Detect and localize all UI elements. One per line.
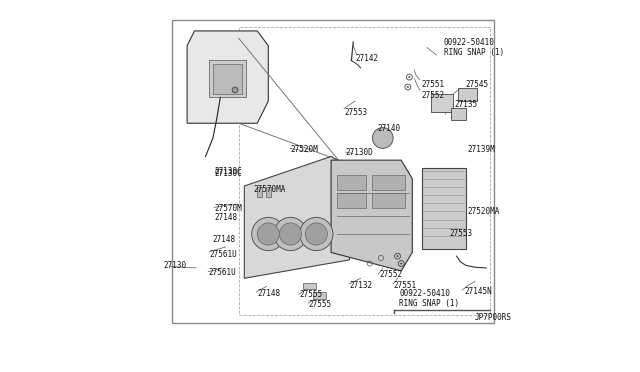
Text: 27130C: 27130C — [215, 167, 243, 176]
Text: 27552: 27552 — [422, 91, 445, 100]
Bar — [303, 283, 316, 289]
Circle shape — [372, 128, 393, 148]
Text: 27130: 27130 — [163, 261, 186, 270]
Text: 27561U: 27561U — [209, 250, 237, 259]
Circle shape — [408, 76, 410, 78]
Text: 27140: 27140 — [377, 124, 401, 133]
Circle shape — [300, 217, 333, 251]
Bar — [431, 94, 453, 112]
Text: 27142: 27142 — [355, 54, 378, 63]
Bar — [372, 175, 405, 190]
Text: 27545: 27545 — [466, 80, 489, 89]
PathPatch shape — [244, 157, 349, 278]
Text: JP7P00RS: JP7P00RS — [475, 312, 512, 321]
Bar — [337, 175, 366, 190]
Bar — [257, 187, 262, 197]
Text: 00922-50410
RING SNAP (1): 00922-50410 RING SNAP (1) — [444, 38, 504, 57]
Text: 27520M: 27520M — [291, 145, 318, 154]
Text: 27135: 27135 — [455, 100, 478, 109]
Text: 27148: 27148 — [213, 235, 236, 244]
Text: 27139M: 27139M — [468, 145, 495, 154]
Text: 00922-50410
RING SNAP (1): 00922-50410 RING SNAP (1) — [399, 289, 460, 308]
Text: 27145N: 27145N — [464, 287, 492, 296]
Bar — [372, 193, 405, 208]
Text: 27130D: 27130D — [346, 148, 374, 157]
Circle shape — [252, 217, 285, 251]
Circle shape — [407, 86, 408, 88]
FancyBboxPatch shape — [172, 20, 493, 323]
Circle shape — [280, 223, 301, 245]
Bar — [458, 88, 477, 101]
Text: 27551: 27551 — [394, 281, 417, 290]
Text: 27570M: 27570M — [215, 203, 243, 213]
PathPatch shape — [187, 31, 268, 123]
Text: 27148: 27148 — [215, 213, 238, 222]
Text: 27555: 27555 — [300, 291, 323, 299]
Text: 27553: 27553 — [449, 230, 472, 238]
Bar — [312, 292, 326, 299]
Text: 27132: 27132 — [349, 281, 372, 290]
Text: 27552: 27552 — [379, 270, 402, 279]
Bar — [451, 109, 466, 119]
Text: 27551: 27551 — [422, 80, 445, 89]
Bar — [337, 193, 366, 208]
Bar — [422, 167, 466, 249]
Text: 27555: 27555 — [309, 300, 332, 309]
Circle shape — [274, 217, 307, 251]
Text: 27570MA: 27570MA — [253, 185, 286, 194]
Bar — [213, 64, 243, 94]
Bar — [209, 61, 246, 97]
Circle shape — [401, 263, 402, 264]
Circle shape — [397, 256, 398, 257]
Text: 27553: 27553 — [344, 108, 367, 117]
PathPatch shape — [331, 160, 412, 271]
Text: 27561U: 27561U — [208, 268, 236, 277]
Bar — [266, 187, 271, 197]
Circle shape — [257, 223, 280, 245]
Text: 27130C: 27130C — [214, 169, 242, 177]
Bar — [239, 27, 490, 315]
Text: 27148: 27148 — [257, 289, 280, 298]
Text: 27520MA: 27520MA — [468, 207, 500, 217]
Circle shape — [232, 87, 238, 93]
Circle shape — [305, 223, 328, 245]
